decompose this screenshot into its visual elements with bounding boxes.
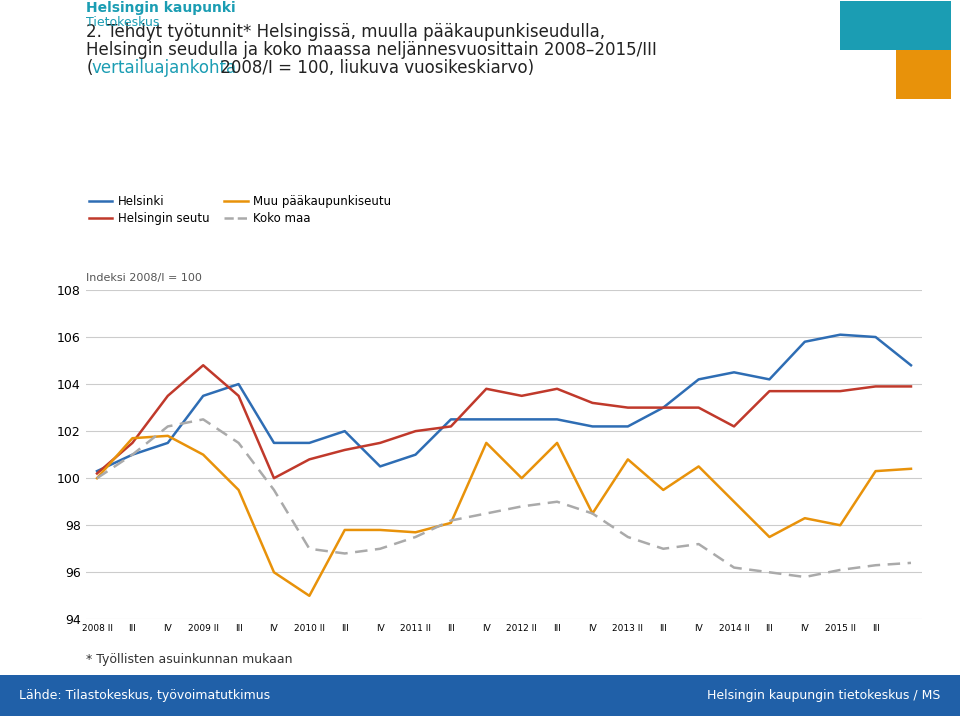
Text: Tietokeskus: Tietokeskus (86, 16, 159, 29)
Text: Helsingin seudulla ja koko maassa neljännesvuosittain 2008–2015/III: Helsingin seudulla ja koko maassa neljän… (86, 41, 658, 59)
Text: Lähde: Tilastokeskus, työvoimatutkimus: Lähde: Tilastokeskus, työvoimatutkimus (19, 690, 271, 702)
Legend: Helsinki, Helsingin seutu, Muu pääkaupunkiseutu, Koko maa: Helsinki, Helsingin seutu, Muu pääkaupun… (84, 190, 396, 229)
Text: 2008/I = 100, liukuva vuosikeskiarvo): 2008/I = 100, liukuva vuosikeskiarvo) (215, 59, 534, 77)
Text: * Työllisten asuinkunnan mukaan: * Työllisten asuinkunnan mukaan (86, 653, 293, 666)
Text: vertailuajankohta: vertailuajankohta (91, 59, 236, 77)
Text: Indeksi 2008/I = 100: Indeksi 2008/I = 100 (86, 273, 203, 283)
Text: Helsingin kaupungin tietokeskus / MS: Helsingin kaupungin tietokeskus / MS (708, 690, 941, 702)
Text: 2. Tehdyt työtunnit* Helsingissä, muulla pääkaupunkiseudulla,: 2. Tehdyt työtunnit* Helsingissä, muulla… (86, 23, 606, 41)
Text: (: ( (86, 59, 93, 77)
Text: Helsingin kaupunki: Helsingin kaupunki (86, 1, 236, 16)
